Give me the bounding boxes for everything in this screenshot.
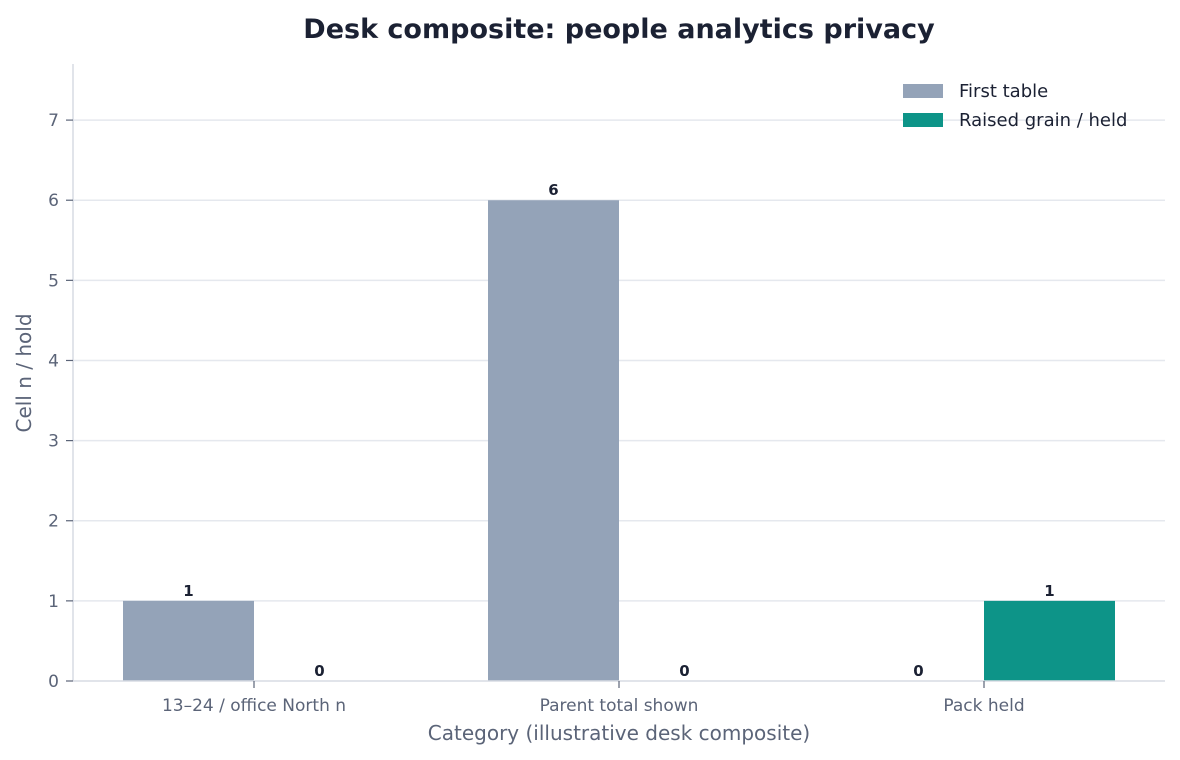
- y-ticks: 0 1 2 3 4 5 6 7: [48, 111, 73, 692]
- legend-swatch-0: [903, 84, 943, 98]
- y-tick-label-5: 5: [48, 271, 59, 291]
- data-label-0-2: 0: [913, 662, 923, 680]
- x-tick-label-1: Parent total shown: [540, 696, 699, 716]
- bars: [123, 200, 1115, 682]
- data-label-0-1: 6: [548, 181, 558, 199]
- y-axis-label: Cell n / hold: [12, 313, 36, 432]
- data-label-1-2: 1: [1044, 582, 1054, 600]
- legend-label-0: First table: [959, 81, 1048, 102]
- y-tick-label-3: 3: [48, 432, 59, 452]
- x-tick-label-2: Pack held: [943, 696, 1024, 716]
- data-label-0-0: 1: [183, 582, 193, 600]
- x-tick-label-0: 13–24 / office North n: [162, 696, 346, 716]
- x-axis-label: Category (illustrative desk composite): [428, 721, 810, 745]
- y-tick-label-0: 0: [48, 672, 59, 692]
- x-ticks: 13–24 / office North n Parent total shown…: [162, 681, 1025, 716]
- data-label-1-1: 0: [679, 662, 689, 680]
- data-labels: 1 0 6 0 0 1: [183, 181, 1054, 680]
- y-tick-label-2: 2: [48, 512, 59, 532]
- y-tick-label-4: 4: [48, 351, 59, 371]
- y-tick-label-1: 1: [48, 592, 59, 612]
- bar-1-2: [984, 600, 1115, 681]
- legend: First table Raised grain / held: [903, 81, 1127, 131]
- legend-label-1: Raised grain / held: [959, 110, 1127, 131]
- data-label-1-0: 0: [314, 662, 324, 680]
- bar-0-0: [123, 600, 254, 681]
- bar-0-1: [488, 200, 619, 682]
- chart-title: Desk composite: people analytics privacy: [303, 14, 935, 45]
- y-tick-label-7: 7: [48, 111, 59, 131]
- y-tick-label-6: 6: [48, 191, 59, 211]
- legend-swatch-1: [903, 113, 943, 127]
